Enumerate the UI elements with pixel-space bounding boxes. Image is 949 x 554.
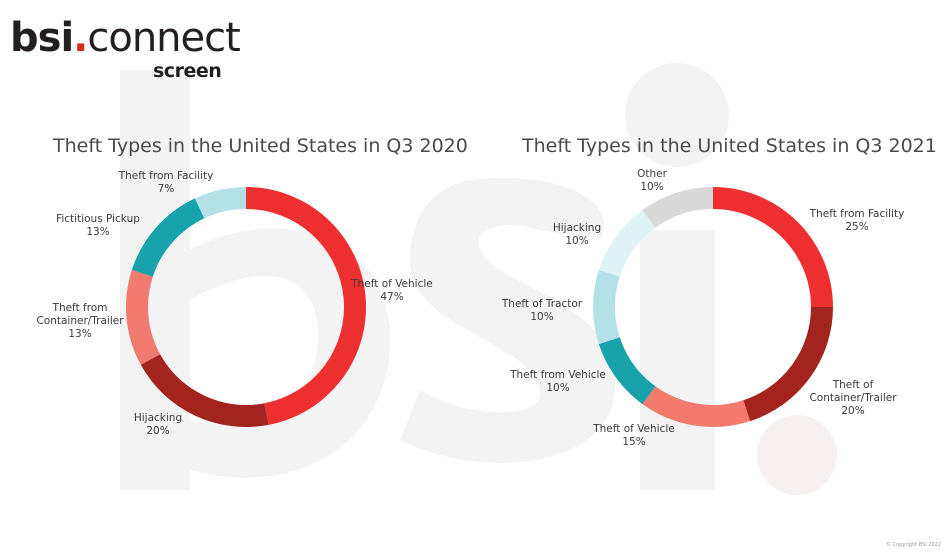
logo-product: screen [153,60,222,82]
donut-slice-1-3 [125,269,161,365]
slice-label-2-5: Theft of Tractor 10% [501,298,583,323]
slice-label-2-3: Theft of Vehicle 15% [592,423,675,448]
donut-slice-1-5 [194,187,246,219]
donut-slice-2-2 [743,307,833,422]
logo-dot: . [73,15,88,61]
slice-label-1-2: Hijacking 20% [134,412,182,437]
slice-label-2-4: Theft from Vehicle 10% [509,369,606,394]
donut-slice-2-3 [642,386,751,427]
donut-slice-1-1 [246,186,367,425]
logo-prefix: bsi [10,15,74,61]
copyright-text: © Copyright BSI 2022 [886,542,941,548]
donut-slice-1-2 [140,354,269,427]
slice-label-2-7: Other 10% [637,168,667,193]
slice-label-1-3: Theft from Container/Trailer 13% [36,302,124,340]
donut-slice-2-6 [598,209,656,277]
slice-label-1-1: Theft of Vehicle 47% [350,278,433,303]
donut-slice-2-7 [642,187,713,228]
bsi-connect-logo: bsi.connect screen [10,15,241,82]
logo-wordmark: bsi.connect [10,15,241,61]
slice-label-2-1: Theft from Facility 25% [809,208,905,233]
chart-title-2020: Theft Types in the United States in Q3 2… [53,135,468,157]
chart-title-2021: Theft Types in the United States in Q3 2… [522,135,937,157]
donut-slice-2-1 [713,187,833,307]
slice-label-2-2: Theft of Container/Trailer 20% [809,379,897,417]
donut-slice-1-4 [131,198,205,277]
logo-suffix: connect [87,15,240,61]
slice-label-1-5: Theft from Facility 7% [118,170,214,195]
donut-slice-2-5 [593,269,620,345]
donut-slice-2-4 [598,337,656,405]
slice-label-1-4: Fictitious Pickup 13% [56,213,140,238]
slice-label-2-6: Hijacking 10% [553,222,601,247]
